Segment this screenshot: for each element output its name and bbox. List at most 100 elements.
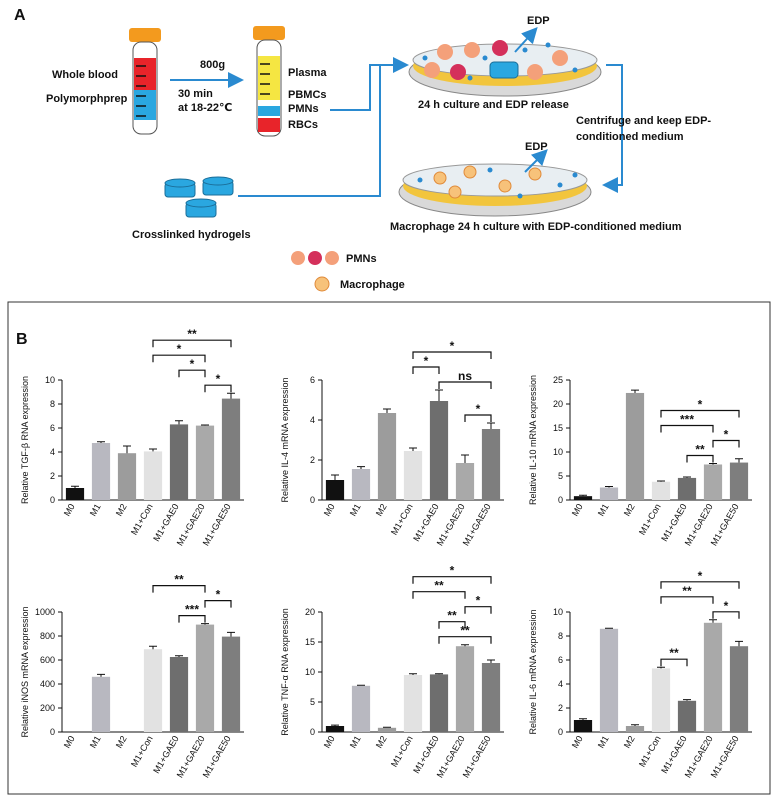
x-tick-label: M1+Con bbox=[637, 734, 663, 769]
y-tick-label: 8 bbox=[558, 631, 563, 641]
bar bbox=[195, 425, 215, 500]
significance-label: * bbox=[190, 357, 195, 371]
y-tick-label: 2 bbox=[50, 471, 55, 481]
bar bbox=[325, 480, 345, 500]
arrow bbox=[330, 57, 409, 111]
y-tick-label: 10 bbox=[305, 667, 315, 677]
bar bbox=[703, 622, 723, 732]
significance-label: ** bbox=[174, 573, 184, 587]
label: EDP bbox=[527, 15, 550, 27]
bar bbox=[481, 663, 501, 732]
error-bar bbox=[735, 640, 743, 647]
significance-bracket bbox=[686, 454, 714, 463]
error-bar bbox=[123, 445, 131, 454]
y-tick-label: 10 bbox=[553, 607, 563, 617]
significance-label: * bbox=[424, 354, 429, 368]
significance-bracket bbox=[178, 615, 206, 623]
label: Polymorphprep bbox=[46, 93, 128, 105]
error-bar bbox=[357, 466, 365, 469]
label: 800g bbox=[200, 59, 225, 71]
y-tick-label: 1000 bbox=[35, 607, 55, 617]
significance-label: * bbox=[476, 594, 481, 608]
significance-bracket bbox=[438, 381, 492, 389]
significance-bracket bbox=[464, 606, 492, 614]
bar bbox=[677, 700, 697, 732]
panel-b-frame bbox=[7, 301, 771, 795]
significance-bracket bbox=[412, 351, 492, 359]
legend-label: PMNs bbox=[346, 253, 377, 265]
x-tick-label: M2 bbox=[374, 734, 389, 750]
label: Plasma bbox=[288, 67, 327, 79]
significance-bracket bbox=[712, 611, 740, 619]
significance-label: * bbox=[698, 569, 703, 583]
y-tick-label: 0 bbox=[50, 495, 55, 505]
x-tick-label: M0 bbox=[570, 502, 585, 518]
bar bbox=[677, 477, 697, 500]
y-axis-label: Relative IL-6 mRNA expression bbox=[528, 609, 538, 734]
label: EDP bbox=[525, 141, 548, 153]
dish bbox=[408, 40, 602, 97]
y-tick-label: 200 bbox=[40, 703, 55, 713]
significance-label: ** bbox=[447, 609, 457, 623]
error-bar bbox=[631, 389, 639, 393]
bar bbox=[429, 401, 449, 500]
x-tick-label: M2 bbox=[622, 502, 637, 518]
y-tick-label: 2 bbox=[310, 455, 315, 465]
x-tick-label: M1 bbox=[596, 502, 611, 518]
significance-label: * bbox=[450, 339, 455, 353]
bar bbox=[403, 451, 423, 500]
x-tick-label: M1+GAE0 bbox=[151, 734, 181, 775]
error-bar bbox=[735, 458, 743, 463]
x-tick-label: M2 bbox=[114, 734, 129, 750]
x-tick-label: M0 bbox=[62, 734, 77, 750]
significance-label: * bbox=[216, 588, 221, 602]
bar bbox=[195, 624, 215, 732]
error-bar bbox=[71, 485, 79, 488]
bar-chart: 0 200 400 600 800 1000 Relative iNOS mRNA expr… bbox=[20, 573, 244, 780]
significance-label: * bbox=[450, 564, 455, 578]
error-bar bbox=[149, 448, 157, 452]
bar bbox=[117, 453, 137, 500]
significance-bracket bbox=[438, 636, 492, 644]
tube bbox=[253, 26, 285, 137]
label: PMNs bbox=[288, 103, 319, 115]
bar bbox=[91, 443, 111, 500]
x-tick-label: M1+GAE0 bbox=[659, 502, 689, 543]
x-tick-label: M1 bbox=[348, 502, 363, 518]
error-bar bbox=[631, 724, 639, 726]
y-axis-label: Relative IL-10 mRNA expression bbox=[528, 375, 538, 505]
significance-label: ** bbox=[669, 646, 679, 660]
bar-chart: 0 5 10 15 20 25 Relative IL-10 mRNA expression… bbox=[528, 375, 752, 548]
error-bar bbox=[579, 494, 587, 497]
bar bbox=[351, 685, 371, 732]
error-bar bbox=[487, 659, 495, 663]
label: Whole blood bbox=[52, 69, 118, 81]
y-tick-label: 4 bbox=[558, 679, 563, 689]
bar bbox=[221, 636, 241, 732]
y-tick-label: 2 bbox=[558, 703, 563, 713]
hydrogels bbox=[164, 176, 234, 218]
y-tick-label: 5 bbox=[558, 471, 563, 481]
y-tick-label: 6 bbox=[558, 655, 563, 665]
x-tick-label: M1+Con bbox=[389, 734, 415, 769]
arrow bbox=[602, 64, 623, 193]
x-tick-label: M1+Con bbox=[129, 502, 155, 537]
significance-label: ** bbox=[695, 443, 705, 457]
bar bbox=[573, 496, 593, 500]
bar bbox=[573, 720, 593, 732]
x-tick-label: M1+GAE0 bbox=[411, 734, 441, 775]
bar bbox=[455, 646, 475, 732]
error-bar bbox=[331, 724, 339, 726]
label: Crosslinked hydrogels bbox=[132, 229, 251, 241]
bar bbox=[703, 464, 723, 500]
bar bbox=[481, 429, 501, 500]
tube bbox=[129, 28, 161, 135]
y-tick-label: 0 bbox=[310, 495, 315, 505]
dish bbox=[398, 163, 592, 217]
y-tick-label: 6 bbox=[50, 423, 55, 433]
x-tick-label: M0 bbox=[322, 734, 337, 750]
significance-label: * bbox=[724, 428, 729, 442]
significance-label: *** bbox=[185, 603, 199, 617]
bar bbox=[325, 726, 345, 732]
